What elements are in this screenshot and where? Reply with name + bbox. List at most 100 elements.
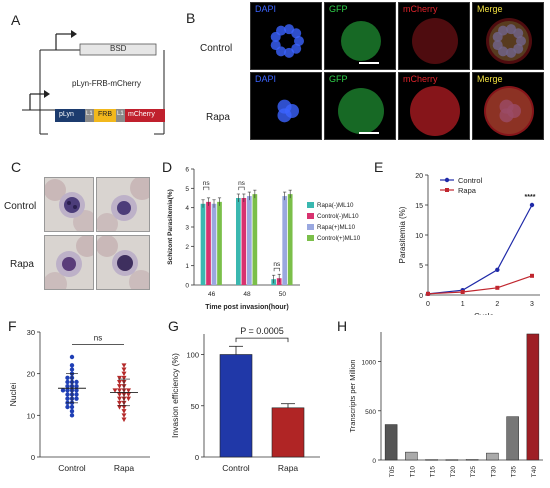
- y-tick-label: 100: [186, 351, 199, 360]
- y-tick-label: 500: [365, 409, 376, 416]
- panel-f: F 0 10 20 30 Control Rapa ns Nuclei: [0, 312, 160, 488]
- x-tick-label: T40: [531, 466, 538, 478]
- micrograph-signal: [277, 99, 299, 123]
- panel-h: H 0 500 1000 T05 T10 T15 T20 T25 T30 T35 T40 Transc…: [335, 312, 550, 488]
- legend-marker: [445, 188, 449, 192]
- micrograph-signal: [270, 24, 304, 58]
- bar: [425, 459, 438, 461]
- nucleus: [498, 25, 508, 36]
- data-point: [69, 413, 75, 418]
- cell-signal: [341, 21, 381, 61]
- panel-b: B Control Rapa DAPI GFP mCherry Merge DAPI GF…: [186, 0, 550, 155]
- legend-label: Control(-)ML10: [317, 213, 359, 220]
- data-point: [65, 375, 70, 381]
- nucleus: [513, 28, 524, 39]
- channel-label: DAPI: [255, 4, 277, 14]
- legend-label: Rapa: [458, 186, 477, 195]
- bar: [252, 194, 258, 285]
- micrograph-signal: [484, 86, 534, 136]
- x-tick-label: T10: [409, 466, 416, 478]
- scale-bar: [359, 62, 379, 64]
- x-tick-label: Rapa: [278, 463, 299, 473]
- data-point: [69, 367, 75, 372]
- x-tick-label: T25: [470, 466, 477, 478]
- segment-frb: FRB: [98, 111, 112, 118]
- panel-e-label: E: [374, 159, 384, 175]
- bar: [271, 407, 305, 458]
- bar: [219, 354, 253, 458]
- panel-b-label: B: [186, 10, 196, 26]
- data-point: [121, 363, 127, 368]
- data-point: [117, 380, 122, 385]
- micrograph-rapa-dapi: DAPI: [250, 72, 322, 140]
- data-point: [495, 285, 500, 290]
- data-point: [121, 405, 127, 410]
- data-point: [74, 379, 79, 385]
- blood-smear-rapa-1: [44, 235, 94, 290]
- x-axis-label: Time post invasion(hour): [205, 304, 289, 311]
- significance-bracket: [238, 186, 245, 191]
- x-tick-label: T30: [490, 466, 497, 478]
- chart-d-svg: 0 1 2 3 4 5 6 46 ns 48 ns 50 ns Time post invasion(ho…: [167, 167, 361, 312]
- x-tick-label: T35: [511, 466, 518, 478]
- chart-f-svg: 0 10 20 30 Control Rapa ns Nuclei: [8, 328, 150, 473]
- cell-signal: [412, 18, 458, 64]
- data-point: [74, 396, 79, 401]
- significance-bracket: [203, 186, 210, 191]
- channel-label: DAPI: [255, 74, 277, 84]
- data-point: [126, 396, 131, 402]
- legend-label: Control: [458, 176, 483, 185]
- x-tick-label: 48: [243, 291, 251, 298]
- legend-label: Rapa(-)ML10: [317, 202, 354, 209]
- y-tick-label: 1000: [362, 360, 377, 367]
- micrograph-signal: [486, 18, 532, 64]
- blood-smear-rapa-2: [96, 235, 150, 290]
- x-tick-label: 1: [461, 301, 465, 308]
- nucleus: [516, 36, 526, 46]
- y-tick-label: 0: [185, 283, 189, 290]
- micrograph-rapa-merge: Merge: [472, 72, 544, 140]
- bar: [217, 201, 222, 285]
- segment-l1-b: L1: [117, 111, 124, 117]
- x-tick-label: 3: [530, 301, 534, 308]
- bar: [282, 196, 288, 285]
- data-point: [126, 392, 131, 398]
- significance-label: ns: [238, 180, 246, 187]
- bar: [405, 451, 418, 461]
- micrograph-control-merge: Merge: [472, 2, 544, 70]
- scale-bar: [359, 132, 379, 134]
- nucleus: [277, 99, 292, 114]
- y-axis-label: Parasitemia (%): [398, 206, 407, 263]
- y-tick-label: 0: [372, 458, 376, 465]
- data-point: [117, 375, 122, 381]
- segment-mcherry: mCherry: [128, 111, 155, 118]
- data-point: [117, 400, 122, 406]
- panel-a-label: A: [11, 12, 21, 28]
- legend-swatch: [307, 202, 314, 208]
- x-tick-label: 0: [426, 301, 430, 308]
- data-point: [74, 388, 79, 393]
- channel-label: mCherry: [403, 74, 438, 84]
- data-point: [69, 363, 75, 368]
- panel-d-label: D: [162, 159, 173, 175]
- legend-label: Rapa(+)ML10: [317, 224, 356, 231]
- bar: [506, 416, 519, 461]
- plasmid-construct-diagram: [22, 30, 165, 135]
- y-tick-label: 0: [195, 453, 199, 462]
- x-tick-label: Rapa: [114, 463, 135, 473]
- micrograph-signal: [338, 88, 384, 134]
- bar: [241, 198, 247, 285]
- y-tick-label: 2: [185, 244, 189, 251]
- significance-label: ****: [525, 194, 536, 201]
- micrograph-signal: [410, 86, 460, 136]
- x-tick-label: T05: [389, 466, 396, 478]
- bar: [384, 424, 398, 461]
- y-axis-label: Nuclei: [8, 383, 18, 407]
- y-axis-label: Invasion efficiency (%): [170, 353, 180, 438]
- panel-g: G 0 50 100 Control Rapa P = 0.0005 Invasion ef…: [160, 312, 340, 488]
- significance-bracket: [235, 337, 289, 343]
- x-tick-label: 2: [495, 301, 499, 308]
- x-tick-label: T20: [450, 466, 457, 478]
